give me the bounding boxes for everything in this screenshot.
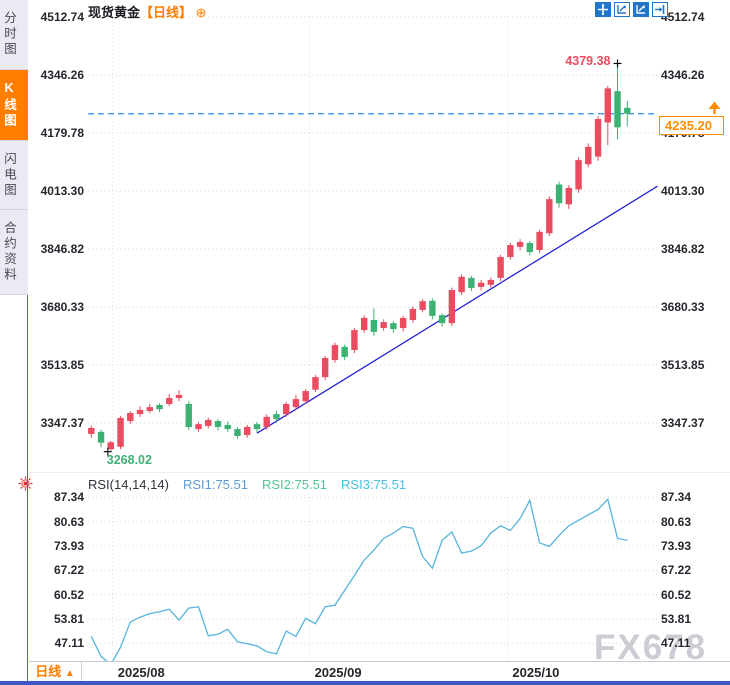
low-price-annotation: 3268.02 (106, 452, 152, 467)
rsi-legend-3: RSI3:75.51 (341, 477, 407, 492)
add-indicator-icon[interactable]: ⊕ (195, 5, 207, 20)
up-triangle-icon: ▲ (64, 668, 75, 679)
scale-axes-filled-icon[interactable] (633, 2, 649, 17)
rsi-legend-1: RSI1:75.51 (182, 477, 248, 492)
rsi-legend-2: RSI2:75.51 (261, 477, 328, 492)
timeframe-tab-label: 日线 (35, 664, 62, 679)
sidebar-tab-4[interactable]: 合约资料 (0, 210, 28, 295)
chart-titlebar: 现货黄金【日线】 ⊕ (88, 2, 207, 21)
rsi-params-label: RSI(14,14,14) (88, 477, 169, 492)
indicator-sun-icon[interactable] (18, 476, 33, 496)
timeframe-label: 【日线】 (140, 5, 193, 20)
price-up-arrow-icon (707, 101, 722, 120)
crosshair-icon[interactable] (595, 2, 611, 17)
last-price-box: 4235.20 (659, 116, 724, 135)
jump-to-latest-icon[interactable] (652, 2, 668, 17)
watermark: FX678 (594, 628, 708, 667)
high-price-annotation: 4379.38 (565, 54, 611, 69)
bottom-accent-bar (0, 681, 730, 685)
rsi-legend: RSI1:75.51 RSI2:75.51 RSI3:75.51 (169, 477, 406, 492)
sidebar-tab-3[interactable]: 闪电图 (0, 140, 28, 210)
chart-toolbar (595, 2, 668, 17)
scale-axes-icon[interactable] (614, 2, 630, 17)
sidebar: 分时图 K线图 闪电图 合约资料 (0, 0, 28, 681)
timeframe-tab[interactable]: 日线 ▲ (29, 662, 82, 682)
x-axis-bar: 日线 ▲ (29, 661, 730, 682)
rsi-header: RSI(14,14,14) RSI1:75.51 RSI2:75.51 RSI3:75… (88, 477, 406, 492)
symbol-title: 现货黄金 (88, 5, 141, 20)
sidebar-tab-1[interactable]: 分时图 (0, 0, 28, 70)
sidebar-tab-2[interactable]: K线图 (0, 69, 28, 141)
